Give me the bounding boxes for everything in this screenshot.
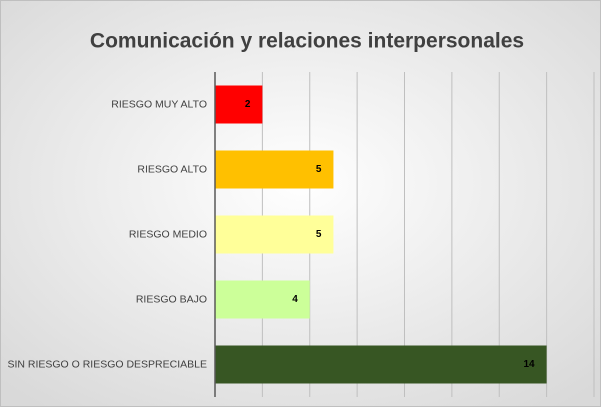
data-label: 2 <box>245 99 251 110</box>
y-tick-label: RIESGO MUY ALTO <box>111 98 207 110</box>
data-label: 5 <box>316 229 322 240</box>
data-label: 5 <box>316 164 322 175</box>
chart-title: Comunicación y relaciones interpersonale… <box>90 30 524 53</box>
data-label: 14 <box>524 359 536 370</box>
bar <box>215 280 310 319</box>
bar <box>215 215 334 254</box>
y-tick-label: RIESGO ALTO <box>137 163 207 175</box>
y-tick-label: SIN RIESGO O RIESGO DESPRECIABLE <box>7 358 207 370</box>
y-tick-label: RIESGO BAJO <box>136 293 207 305</box>
bar <box>215 85 263 124</box>
data-label: 4 <box>292 294 298 305</box>
y-tick-label: RIESGO MEDIO <box>129 228 207 240</box>
bar <box>215 150 334 189</box>
bar <box>215 345 547 384</box>
